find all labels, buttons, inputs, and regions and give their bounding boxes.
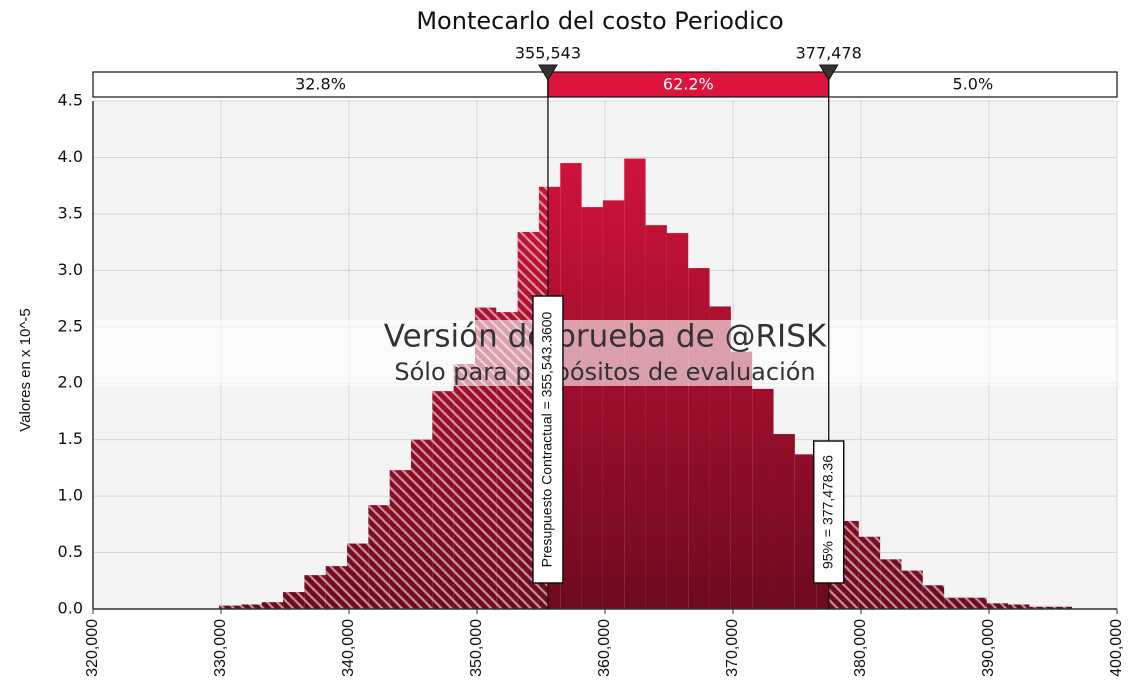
marker-label: 355,543 (515, 44, 581, 63)
region-label: 32.8% (295, 75, 346, 94)
y-tick-label: 4.0 (58, 147, 83, 166)
x-tick-label: 370,000 (724, 619, 741, 677)
y-tick-label: 3.0 (58, 260, 83, 279)
x-tick-label: 400,000 (1108, 619, 1125, 677)
region-segment (547, 71, 830, 98)
bar (773, 434, 795, 609)
y-tick-label: 0.5 (58, 542, 83, 561)
bar (560, 163, 582, 610)
y-tick-label: 3.5 (58, 203, 83, 222)
y-tick-label: 1.0 (58, 486, 83, 505)
marker-handle (818, 64, 839, 81)
watermark-band (93, 320, 1117, 386)
marker-handle (538, 64, 558, 81)
x-tick-label: 360,000 (596, 619, 613, 677)
marker-box (812, 440, 845, 584)
bar (581, 207, 603, 610)
x-tick-label: 390,000 (980, 619, 997, 677)
marker-box (532, 295, 564, 584)
bar (666, 233, 689, 609)
marker-text: Presupuesto Contractual = 355,543.3600 (539, 311, 555, 567)
x-tick-label: 380,000 (852, 619, 869, 677)
y-tick-label: 2.0 (58, 373, 83, 392)
region-segment (92, 71, 549, 98)
y-tick-label: 0.0 (58, 599, 83, 618)
marker-text: 95% = 377,478.36 (819, 455, 835, 569)
region-segment (828, 71, 1118, 98)
bar (602, 200, 625, 609)
x-tick-label: 350,000 (468, 619, 485, 677)
watermark-line: Sólo para propósitos de evaluación (394, 358, 815, 386)
bar (794, 454, 817, 609)
watermark-line: Versión de prueba de @RISK (384, 319, 827, 355)
bar (730, 351, 753, 609)
x-tick-label: 330,000 (212, 619, 229, 677)
y-tick-label: 2.5 (58, 316, 83, 335)
bar (752, 388, 774, 609)
region-label: 5.0% (953, 75, 994, 94)
x-tick-label: 320,000 (84, 619, 101, 677)
marker-label: 377,478 (796, 44, 862, 63)
y-axis-title: Valores en x 10^-5 (17, 308, 34, 432)
chart-title: Montecarlo del costo Periodico (416, 7, 783, 35)
x-tick-label: 340,000 (340, 619, 357, 677)
region-label: 62.2% (663, 75, 714, 94)
bar (645, 225, 667, 609)
y-tick-label: 1.5 (58, 429, 83, 448)
y-tick-label: 4.5 (58, 91, 83, 110)
